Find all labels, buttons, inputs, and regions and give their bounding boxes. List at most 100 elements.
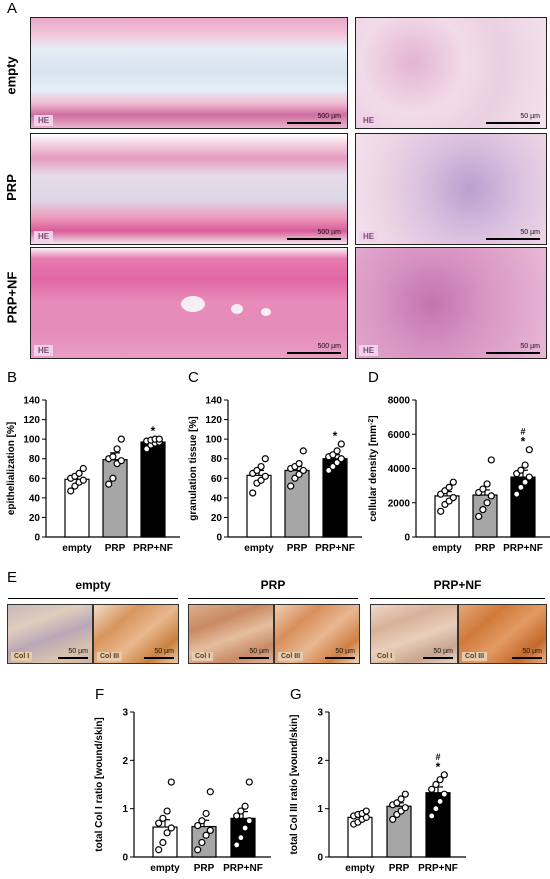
chart-granulation-tissue: 0 20 40 60 80 100 120 140 granulation tissue [%]… — [188, 396, 362, 554]
y-tick-label: 80 — [29, 454, 41, 465]
panel-letter-e: E — [7, 569, 18, 586]
y-tick-label: 6000 — [388, 430, 411, 441]
data-point — [479, 485, 487, 493]
panel-letter-b: B — [7, 369, 18, 386]
y-tick-label: 4000 — [388, 464, 411, 475]
he-stain-label: HE — [34, 115, 54, 126]
data-point — [428, 785, 436, 793]
y-axis-label: cellular density [mm-2] — [368, 415, 380, 521]
y-tick-label: 2 — [317, 756, 323, 767]
panel-letter-d: D — [368, 369, 379, 386]
data-point — [329, 462, 337, 471]
data-point — [198, 817, 206, 825]
group-heading-empty: empty — [75, 578, 111, 592]
col-i-micrograph-prp-nf: Col I 50 µm — [370, 604, 458, 664]
data-point — [202, 831, 210, 839]
data-point — [155, 819, 163, 827]
data-point — [202, 809, 210, 818]
data-point — [517, 483, 525, 491]
group-heading-prp-nf: PRP+NF — [433, 578, 482, 592]
significance-star: * — [151, 424, 156, 438]
chart-col-i-ratio: 0 1 2 3 total Col I ratio [wound/skin] empty P… — [94, 708, 271, 874]
y-tick-label: 20 — [211, 513, 223, 524]
y-axis-label: epithelialization [%] — [6, 422, 17, 515]
data-point — [525, 446, 533, 454]
scale-bar: 50 µm — [486, 340, 540, 354]
data-point — [295, 470, 303, 478]
data-point — [206, 788, 214, 796]
category-label: empty — [150, 863, 180, 874]
data-point — [440, 771, 448, 779]
scale-bar: 50 µm — [512, 645, 542, 659]
data-point — [117, 457, 125, 465]
bar-PRP+NF — [140, 441, 166, 538]
row-label-prp: PRP — [3, 174, 19, 201]
data-point — [432, 805, 440, 813]
col-iii-micrograph-empty: Col III 50 µm — [93, 604, 179, 664]
data-point — [249, 489, 257, 497]
data-point — [159, 814, 167, 822]
data-point — [75, 469, 83, 477]
category-label: empty — [62, 543, 92, 554]
y-tick-label: 40 — [211, 493, 223, 504]
data-point — [143, 445, 151, 453]
data-point — [159, 838, 167, 847]
y-tick-label: 0 — [404, 533, 410, 544]
scale-bar: 500 µm — [287, 340, 341, 354]
data-point — [257, 462, 265, 471]
data-point — [513, 490, 521, 498]
category-label: PRP — [389, 863, 410, 874]
he-micrograph-empty-low: HE 500 µm — [30, 17, 348, 129]
panel-letter-c: C — [188, 369, 199, 386]
y-tick-label: 1 — [317, 804, 323, 815]
col-iii-label: Col III — [462, 652, 488, 661]
y-axis-label-sup: -2 — [368, 419, 375, 425]
scale-bar: 50 µm — [239, 645, 269, 659]
y-tick-label: 60 — [29, 474, 41, 485]
y-tick-label: 40 — [29, 493, 41, 504]
y-tick-label: 0 — [34, 533, 40, 544]
y-tick-label: 0 — [216, 533, 222, 544]
scale-bar: 50 µm — [486, 226, 540, 240]
data-point — [333, 459, 341, 467]
y-axis-label-end: ] — [368, 415, 379, 418]
y-tick-label: 20 — [29, 513, 41, 524]
significance-star: * — [436, 760, 441, 774]
data-point — [401, 790, 409, 798]
data-point — [325, 466, 333, 475]
y-axis-label: granulation tissue [%] — [188, 416, 199, 520]
y-axis-label: total Col I ratio [wound/skin] — [94, 717, 105, 851]
data-point — [206, 826, 214, 835]
data-point — [329, 451, 337, 459]
he-stain-label: HE — [34, 345, 54, 356]
he-micrograph-empty-high: HE 50 µm — [355, 17, 547, 129]
data-point — [401, 804, 409, 812]
col-iii-micrograph-prp: Col III 50 µm — [274, 604, 360, 664]
data-point — [79, 464, 87, 473]
col-iii-label: Col III — [278, 652, 304, 661]
data-point — [517, 466, 525, 474]
chart-col-iii-ratio: 0 1 2 3 total Col III ratio [wound/skin] empt… — [289, 708, 466, 874]
y-tick-label: 3 — [317, 708, 323, 719]
data-point — [389, 815, 397, 823]
col-i-label: Col I — [11, 652, 33, 661]
data-point — [475, 512, 483, 521]
group-underline — [8, 598, 178, 599]
col-i-micrograph-empty: Col I 50 µm — [7, 604, 93, 664]
panel-letter-g: G — [290, 686, 302, 703]
he-stain-label: HE — [359, 345, 379, 356]
chart-cellular-density: 0 2000 4000 6000 8000 cellular density [mm-2]… — [368, 396, 550, 554]
data-point — [257, 476, 265, 484]
scale-bar: 50 µm — [486, 110, 540, 124]
data-point — [233, 841, 241, 849]
y-tick-label: 60 — [211, 474, 223, 485]
scale-bar: 50 µm — [325, 645, 355, 659]
data-point — [194, 846, 202, 854]
chart-epithelialization: 0 20 40 60 80 100 120 140 epithelialization [%] e… — [6, 396, 180, 554]
data-point — [109, 453, 117, 461]
scale-bar: 50 µm — [58, 645, 88, 659]
data-point — [362, 807, 370, 815]
significance-star: * — [333, 429, 338, 443]
data-point — [432, 780, 440, 789]
y-tick-label: 8000 — [388, 396, 411, 407]
